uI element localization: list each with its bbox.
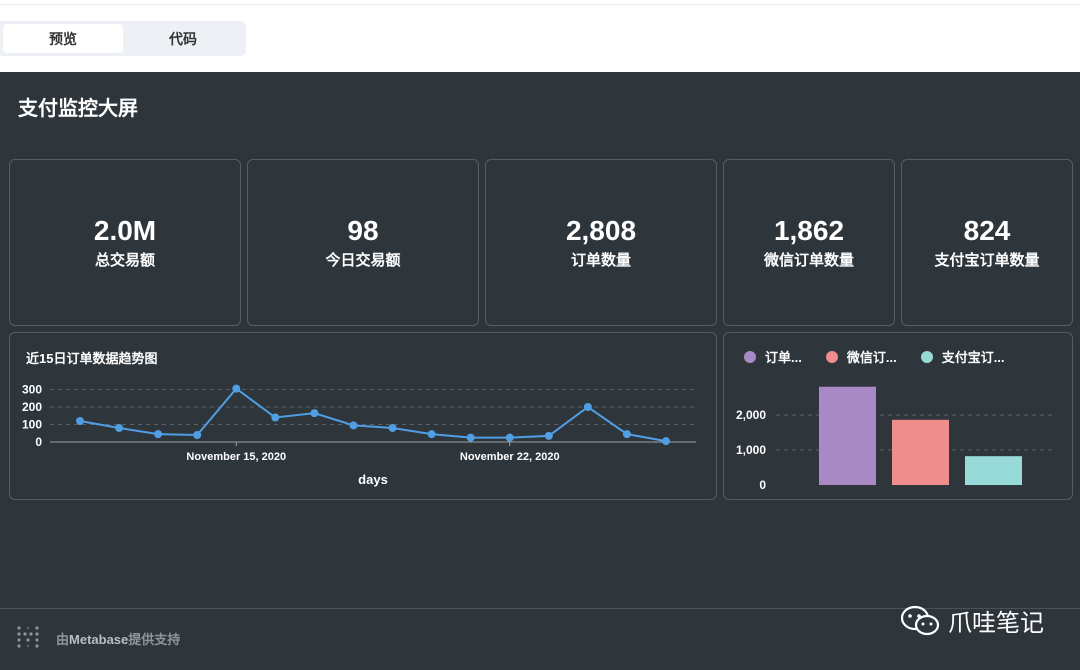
- kpi-value: 2.0M: [93, 215, 157, 246]
- data-point[interactable]: [662, 437, 670, 446]
- dashboard: 支付监控大屏 2.0M 总交易额 98 今日交易额 2,808 订单数量 1,8…: [0, 72, 1080, 670]
- data-point[interactable]: [115, 424, 124, 432]
- line-chart: 300 200 100 0 November 15, 2020 November 22, …: [22, 383, 696, 487]
- dashboard-title: 支付监控大屏: [18, 98, 138, 120]
- y-tick-label: 0: [759, 478, 766, 492]
- data-point[interactable]: [466, 433, 475, 442]
- y-tick-label: 2,000: [736, 408, 766, 422]
- kpi-today-amount[interactable]: 98 今日交易额: [247, 159, 479, 326]
- footer: 由Metabase提供支持: [16, 625, 180, 651]
- footer-credit[interactable]: 由Metabase提供支持: [56, 629, 180, 648]
- footer-prefix: 由: [56, 631, 70, 647]
- tab-preview[interactable]: 预览: [3, 24, 123, 53]
- data-point[interactable]: [271, 413, 280, 422]
- kpi-label: 支付宝订单数量: [934, 252, 1040, 269]
- kpi-value: 98: [347, 215, 379, 246]
- kpi-order-count[interactable]: 2,808 订单数量: [485, 159, 717, 326]
- data-point[interactable]: [232, 384, 241, 393]
- legend-dot: [920, 350, 933, 363]
- data-point[interactable]: [427, 430, 436, 439]
- y-tick-label: 100: [22, 418, 42, 432]
- legend-label: 微信订...: [846, 350, 897, 365]
- footer-brand: Metabase: [69, 631, 129, 647]
- data-point[interactable]: [505, 433, 514, 442]
- line-chart-card[interactable]: 近15日订单数据趋势图 300 200 100 0 November 15, 2020 N…: [9, 332, 717, 500]
- legend-item[interactable]: 支付宝订...: [920, 347, 1005, 366]
- kpi-wechat-orders[interactable]: 1,862 微信订单数量: [723, 159, 895, 326]
- data-point[interactable]: [388, 424, 397, 432]
- kpi-value: 1,862: [773, 215, 845, 246]
- footer-divider: [0, 608, 1080, 609]
- metabase-logo-icon: [17, 626, 39, 648]
- x-axis-label: days: [358, 472, 388, 487]
- data-point[interactable]: [622, 430, 631, 439]
- y-tick-label: 1,000: [736, 443, 766, 457]
- top-divider: [0, 0, 1080, 5]
- y-tick-label: 200: [22, 400, 42, 414]
- view-tabs: 预览 代码: [0, 21, 246, 56]
- bar-chart-legend: 订单... 微信订... 支付宝订...: [744, 347, 1005, 366]
- kpi-value: 2,808: [565, 215, 637, 246]
- y-tick-label: 0: [35, 435, 42, 449]
- legend-dot: [744, 350, 756, 363]
- data-point[interactable]: [193, 431, 202, 439]
- kpi-label: 今日交易额: [325, 252, 401, 269]
- legend-label: 订单...: [765, 350, 802, 365]
- legend-label: 支付宝订...: [941, 350, 1005, 365]
- y-tick-label: 300: [22, 383, 42, 397]
- legend-dot: [825, 350, 838, 363]
- bar[interactable]: [965, 456, 1022, 485]
- kpi-value: 824: [963, 215, 1011, 246]
- data-point[interactable]: [154, 430, 163, 439]
- series-line: [79, 387, 667, 443]
- footer-suffix: 提供支持: [128, 631, 181, 647]
- data-point[interactable]: [310, 409, 319, 418]
- line-chart-title: 近15日订单数据趋势图: [26, 351, 158, 366]
- bar[interactable]: [819, 386, 876, 485]
- tab-code[interactable]: 代码: [169, 30, 197, 47]
- data-point[interactable]: [583, 403, 592, 411]
- kpi-label: 微信订单数量: [763, 252, 854, 269]
- kpi-total-amount[interactable]: 2.0M 总交易额: [9, 159, 241, 326]
- kpi-label: 总交易额: [94, 252, 155, 269]
- legend-item[interactable]: 订单...: [744, 347, 802, 366]
- wechat-icon: [900, 605, 940, 635]
- x-tick-label: November 22, 2020: [460, 451, 560, 463]
- bar[interactable]: [892, 419, 949, 485]
- legend-item[interactable]: 微信订...: [825, 347, 897, 366]
- watermark: 爪哇笔记: [900, 603, 1044, 638]
- watermark-text: 爪哇笔记: [948, 610, 1044, 637]
- bar-chart: 2,000 1,000 0: [736, 386, 1054, 492]
- kpi-alipay-orders[interactable]: 824 支付宝订单数量: [901, 159, 1073, 326]
- kpi-label: 订单数量: [570, 252, 631, 269]
- data-point[interactable]: [76, 417, 84, 425]
- data-point[interactable]: [544, 431, 553, 440]
- x-tick-label: November 15, 2020: [186, 451, 286, 463]
- data-point[interactable]: [349, 421, 358, 430]
- bar-chart-card[interactable]: 订单... 微信订... 支付宝订... 2,000 1,000 0: [723, 332, 1073, 500]
